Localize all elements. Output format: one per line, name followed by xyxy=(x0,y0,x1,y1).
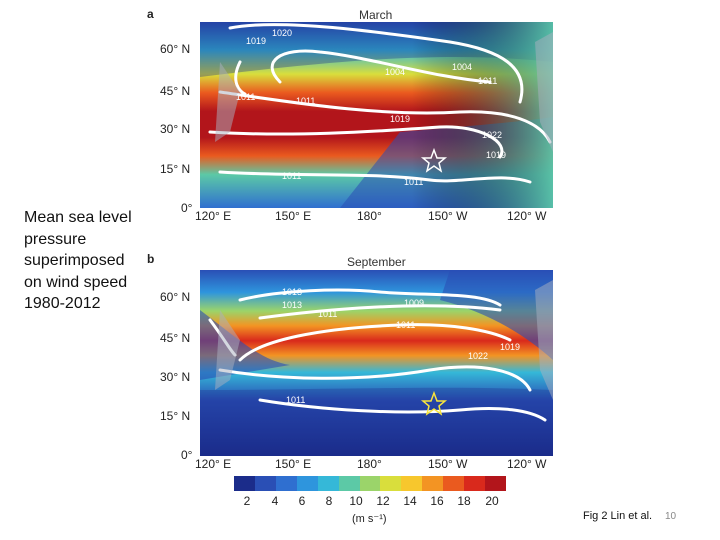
lon-label-a-150e: 150° E xyxy=(275,209,312,223)
lat-label-b-15n: 15° N xyxy=(160,409,191,423)
pressure-contour-label: 1019 xyxy=(390,114,411,124)
colorbar-swatch xyxy=(254,476,276,491)
slide-number: 10 xyxy=(665,511,677,522)
colorbar-swatch xyxy=(275,476,297,491)
pressure-contour-label: 1011 xyxy=(282,171,302,181)
lat-label-0: 0° xyxy=(181,201,193,215)
colorbar-units: (m s⁻¹) xyxy=(352,513,387,525)
lat-label-45n: 45° N xyxy=(160,84,191,98)
lon-label-b-150w: 150° W xyxy=(428,457,468,471)
lat-label-b-0: 0° xyxy=(181,448,193,462)
figure-credit: Fig 2 Lin et al. xyxy=(583,510,653,522)
pressure-contour-label: 1004 xyxy=(452,62,473,72)
colorbar-swatch xyxy=(317,476,339,491)
pressure-contour-label: 1011 xyxy=(236,92,256,102)
colorbar-swatch xyxy=(380,476,402,491)
pressure-contour-label: 1004 xyxy=(385,67,406,77)
pressure-contour-label: 1011 xyxy=(478,76,498,86)
colorbar-swatch xyxy=(422,476,444,491)
colorbar-swatch xyxy=(401,476,423,491)
colorbar-swatch xyxy=(464,476,486,491)
colorbar-tick: 14 xyxy=(403,494,417,508)
lat-label-b-30n: 30° N xyxy=(160,370,191,384)
lon-label-a-150w: 150° W xyxy=(428,209,468,223)
pressure-contour-label: 1019 xyxy=(500,342,521,352)
lon-label-a-180: 180° xyxy=(357,209,382,223)
september-wind-map xyxy=(200,270,553,456)
colorbar-swatch xyxy=(485,476,506,491)
colorbar-tick: 8 xyxy=(325,494,333,508)
lon-label-b-150e: 150° E xyxy=(275,457,312,471)
colorbar-tick: 16 xyxy=(430,494,444,508)
panel-b-title: September xyxy=(347,255,406,269)
colorbar-tick: 4 xyxy=(271,494,279,508)
colorbar-tick: 18 xyxy=(457,494,471,508)
wind-speed-colorbar xyxy=(234,476,506,491)
pressure-contour-label: 1013 xyxy=(282,287,303,297)
colorbar-swatch xyxy=(296,476,318,491)
lon-label-b-120w: 120° W xyxy=(507,457,547,471)
panel-a-letter: a xyxy=(147,7,154,21)
pressure-contour-label: 1011 xyxy=(396,320,416,330)
colorbar-tick: 10 xyxy=(349,494,363,508)
colorbar-tick: 20 xyxy=(485,494,499,508)
pressure-contour-label: 1022 xyxy=(468,351,489,361)
lon-label-b-120e: 120° E xyxy=(195,457,232,471)
lat-label-15n: 15° N xyxy=(160,162,191,176)
lon-label-b-180: 180° xyxy=(357,457,382,471)
colorbar-tick: 6 xyxy=(298,494,306,508)
pressure-contour-label: 1019 xyxy=(246,36,267,46)
colorbar-swatch xyxy=(338,476,360,491)
lat-label-b-45n: 45° N xyxy=(160,331,191,345)
colorbar-tick: 12 xyxy=(376,494,390,508)
lon-label-a-120w: 120° W xyxy=(507,209,547,223)
pressure-contour-label: 1011 xyxy=(318,309,338,319)
colorbar-tick: 2 xyxy=(243,494,251,508)
lat-label-b-60n: 60° N xyxy=(160,290,191,304)
lat-label-60n: 60° N xyxy=(160,42,191,56)
panel-b-letter: b xyxy=(147,252,155,266)
pressure-contour-label: 1019 xyxy=(486,150,507,160)
colorbar-swatch xyxy=(234,476,255,491)
pressure-contour-label: 1009 xyxy=(404,298,425,308)
colorbar-swatch xyxy=(359,476,381,491)
lat-label-30n: 30° N xyxy=(160,122,191,136)
pressure-contour-label: 1011 xyxy=(404,177,424,187)
pressure-contour-label: 1013 xyxy=(282,300,303,310)
figure-caption: Mean sea level pressure superimposed on … xyxy=(24,209,132,312)
pressure-contour-label: 1011 xyxy=(296,96,316,106)
pressure-contour-label: 1022 xyxy=(482,130,503,140)
pressure-contour-label: 1020 xyxy=(272,28,293,38)
pressure-contour-label: 1011 xyxy=(286,395,306,405)
march-wind-map xyxy=(200,22,553,208)
panel-a-title: March xyxy=(359,8,393,22)
colorbar-swatch xyxy=(443,476,465,491)
lon-label-a-120e: 120° E xyxy=(195,209,232,223)
